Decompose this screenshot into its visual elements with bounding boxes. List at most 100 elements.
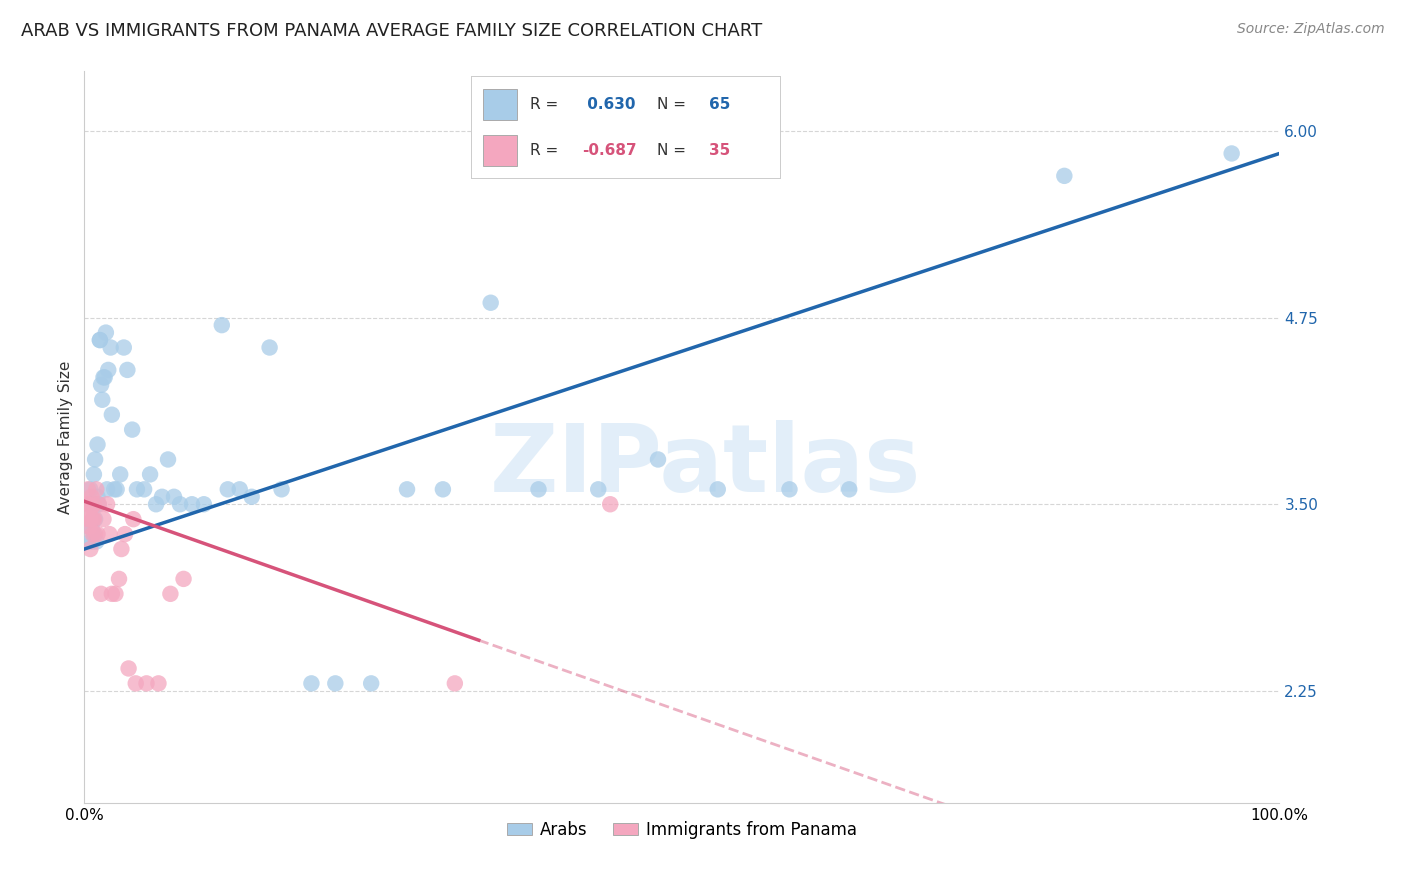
Arabs	[87, 497, 110, 511]
Arabs	[150, 490, 173, 504]
Arabs	[89, 333, 111, 347]
Arabs	[93, 370, 115, 384]
Arabs	[80, 497, 103, 511]
Immigrants from Panama	[82, 512, 104, 526]
Y-axis label: Average Family Size: Average Family Size	[58, 360, 73, 514]
Arabs	[157, 452, 180, 467]
Arabs	[86, 534, 108, 549]
Immigrants from Panama	[80, 490, 103, 504]
Arabs	[1053, 169, 1076, 183]
Arabs	[79, 483, 101, 497]
Text: ZIPatlas: ZIPatlas	[491, 420, 921, 512]
Arabs	[83, 497, 105, 511]
Arabs	[396, 483, 419, 497]
Arabs	[117, 363, 139, 377]
Legend: Arabs, Immigrants from Panama: Arabs, Immigrants from Panama	[501, 814, 863, 846]
Arabs	[360, 676, 382, 690]
Immigrants from Panama	[159, 587, 181, 601]
Immigrants from Panama	[79, 542, 101, 557]
Arabs	[86, 497, 108, 511]
Text: R =: R =	[530, 144, 558, 158]
Arabs	[83, 527, 105, 541]
Arabs	[84, 452, 107, 467]
Text: N =: N =	[657, 97, 686, 112]
Immigrants from Panama	[90, 587, 112, 601]
Arabs	[163, 490, 186, 504]
Immigrants from Panama	[96, 497, 118, 511]
Immigrants from Panama	[110, 542, 132, 557]
Arabs	[110, 467, 132, 482]
Arabs	[647, 452, 669, 467]
Arabs	[86, 437, 108, 451]
Arabs	[77, 497, 100, 511]
Immigrants from Panama	[79, 512, 101, 526]
Immigrants from Panama	[86, 527, 108, 541]
Text: N =: N =	[657, 144, 686, 158]
Bar	[484, 89, 517, 120]
Arabs	[145, 497, 167, 511]
Arabs	[89, 333, 111, 347]
Text: -0.687: -0.687	[582, 144, 637, 158]
Immigrants from Panama	[77, 519, 100, 533]
Arabs	[93, 370, 115, 384]
Immigrants from Panama	[87, 497, 110, 511]
Text: R =: R =	[530, 97, 558, 112]
Immigrants from Panama	[173, 572, 195, 586]
Arabs	[169, 497, 191, 511]
Immigrants from Panama	[125, 676, 148, 690]
Immigrants from Panama	[83, 497, 105, 511]
Arabs	[112, 341, 135, 355]
Arabs	[100, 341, 122, 355]
Arabs	[838, 483, 860, 497]
Immigrants from Panama	[599, 497, 621, 511]
Text: Source: ZipAtlas.com: Source: ZipAtlas.com	[1237, 22, 1385, 37]
Immigrants from Panama	[84, 527, 107, 541]
Immigrants from Panama	[117, 661, 139, 675]
Immigrants from Panama	[80, 500, 103, 515]
Immigrants from Panama	[76, 497, 98, 511]
Arabs	[125, 483, 148, 497]
Arabs	[240, 490, 263, 504]
Immigrants from Panama	[101, 587, 124, 601]
Arabs	[325, 676, 347, 690]
Arabs	[217, 483, 239, 497]
Arabs	[79, 534, 101, 549]
Arabs	[103, 483, 125, 497]
Arabs	[588, 483, 610, 497]
Arabs	[121, 423, 143, 437]
Immigrants from Panama	[86, 483, 108, 497]
Immigrants from Panama	[77, 497, 100, 511]
Arabs	[91, 392, 114, 407]
Arabs	[82, 512, 104, 526]
Arabs	[229, 483, 252, 497]
Immigrants from Panama	[77, 512, 100, 526]
Arabs	[132, 483, 156, 497]
Immigrants from Panama	[122, 512, 145, 526]
Arabs	[432, 483, 454, 497]
Arabs	[527, 483, 550, 497]
Arabs	[84, 512, 107, 526]
Immigrants from Panama	[77, 483, 100, 497]
Immigrants from Panama	[98, 527, 121, 541]
Arabs	[90, 377, 112, 392]
Text: 0.630: 0.630	[582, 97, 636, 112]
Arabs	[105, 483, 128, 497]
Arabs	[707, 483, 730, 497]
Arabs	[479, 295, 502, 310]
Arabs	[77, 519, 100, 533]
Immigrants from Panama	[83, 512, 105, 526]
Arabs	[301, 676, 323, 690]
Immigrants from Panama	[114, 527, 136, 541]
Arabs	[181, 497, 204, 511]
Immigrants from Panama	[104, 587, 127, 601]
Arabs	[94, 326, 117, 340]
Immigrants from Panama	[108, 572, 131, 586]
Immigrants from Panama	[93, 512, 115, 526]
Arabs	[101, 408, 124, 422]
Arabs	[1220, 146, 1243, 161]
Text: 35: 35	[709, 144, 731, 158]
Immigrants from Panama	[148, 676, 170, 690]
Arabs	[97, 363, 120, 377]
Immigrants from Panama	[444, 676, 467, 690]
Arabs	[82, 534, 104, 549]
